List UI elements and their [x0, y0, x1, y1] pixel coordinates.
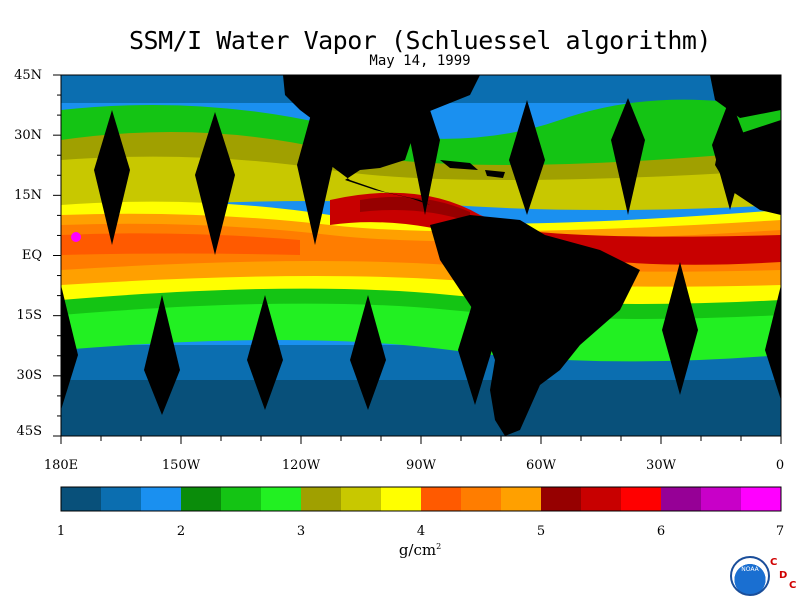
axis-ticks: [53, 74, 782, 444]
chart-subtitle: May 14, 1999: [369, 53, 471, 69]
colorbar-swatch: [701, 487, 742, 511]
colorbar-swatch: [461, 487, 502, 511]
colorbar-swatch: [101, 487, 142, 511]
lat-label-30n: 30N: [14, 128, 42, 143]
lat-label-45s: 45S: [16, 424, 42, 439]
colorbar-swatch: [421, 487, 462, 511]
lat-label-15n: 15N: [14, 188, 42, 203]
lon-label-90w: 90W: [406, 458, 436, 473]
cdc-letter-c2: C: [789, 580, 797, 591]
lon-label-0: 0: [775, 458, 785, 473]
colorbar-swatch: [301, 487, 342, 511]
lon-label-180e: 180E: [43, 458, 79, 473]
colorbar-swatch: [221, 487, 262, 511]
colorbar-swatch: [501, 487, 542, 511]
lon-label-30w: 30W: [646, 458, 676, 473]
units-superscript: 2: [436, 542, 442, 551]
units-text: g/cm: [398, 541, 437, 559]
colorbar-swatch: [541, 487, 582, 511]
colorbar-swatch: [381, 487, 422, 511]
colorbar-label-1: 1: [56, 524, 66, 539]
noaa-logo-icon: NOAA: [730, 556, 770, 596]
north-america-land: [283, 75, 480, 215]
colorbar-swatch: [141, 487, 182, 511]
south-america-land: [430, 215, 640, 436]
lon-label-150w: 150W: [161, 458, 201, 473]
lat-label-45n: 45N: [14, 68, 42, 83]
lat-label-30s: 30S: [16, 368, 42, 383]
missing-data-swaths: [61, 95, 781, 415]
lon-label-60w: 60W: [526, 458, 556, 473]
colorbar-swatch: [581, 487, 622, 511]
colorbar-swatch: [341, 487, 382, 511]
colorbar-swatch: [661, 487, 702, 511]
units-label: g/cm2: [399, 541, 441, 559]
cdc-letter-c1: C: [770, 557, 778, 568]
colorbar-label-7: 7: [775, 524, 785, 539]
colorbar-swatch: [61, 487, 102, 511]
cdc-letter-d: D: [779, 570, 788, 581]
south-dry-band: [61, 375, 781, 436]
colorbar-label-3: 3: [296, 524, 306, 539]
colorbar-swatch: [261, 487, 302, 511]
caribbean-islands: [440, 160, 505, 178]
colorbar-label-5: 5: [536, 524, 546, 539]
noaa-logo-text: NOAA: [741, 566, 759, 573]
chart-title: SSM/I Water Vapor (Schluessel algorithm): [128, 26, 712, 55]
max-vapor-spot: [71, 232, 81, 242]
colorbar-swatch: [181, 487, 222, 511]
colorbar: [61, 487, 782, 511]
colorbar-swatch: [741, 487, 782, 511]
colorbar-label-6: 6: [656, 524, 666, 539]
colorbar-label-4: 4: [416, 524, 426, 539]
lat-label-15s: 15S: [16, 308, 42, 323]
lat-label-eq: EQ: [21, 248, 42, 263]
colorbar-swatch: [621, 487, 662, 511]
lon-label-120w: 120W: [281, 458, 321, 473]
colorbar-label-2: 2: [176, 524, 186, 539]
colorbar-frame: [60, 486, 782, 512]
